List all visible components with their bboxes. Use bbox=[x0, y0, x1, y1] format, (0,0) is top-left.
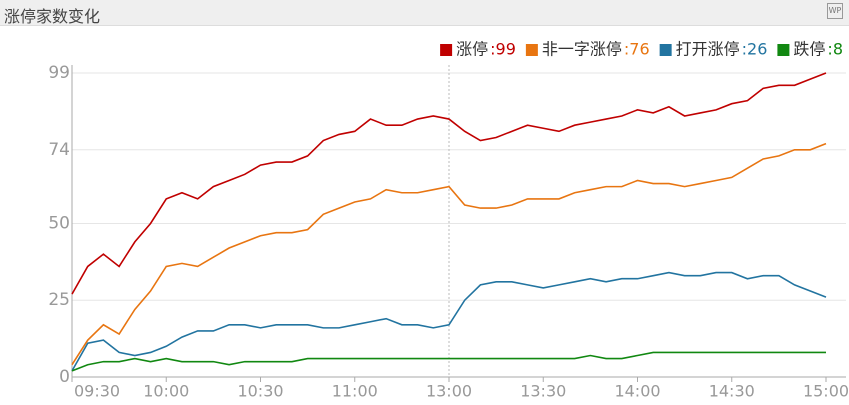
y-tick-label: 25 bbox=[48, 290, 70, 310]
series-line bbox=[71, 271, 827, 372]
x-tick-label: 13:30 bbox=[520, 382, 566, 401]
x-tick-label: 09:30 bbox=[74, 382, 120, 401]
legend-label: 非一字涨停 bbox=[542, 40, 622, 59]
legend-swatch bbox=[525, 44, 538, 56]
widget-icon[interactable]: WP bbox=[827, 3, 843, 19]
x-tick-label: 10:00 bbox=[143, 382, 189, 401]
y-tick-label: 0 bbox=[59, 367, 70, 387]
x-tick-label: 14:30 bbox=[709, 382, 755, 401]
legend-item: :8跌停 bbox=[777, 40, 843, 59]
legend-value: :76 bbox=[624, 40, 650, 59]
x-tick-label: 15:00 bbox=[803, 382, 849, 401]
x-tick-label: 11:00 bbox=[332, 382, 378, 401]
legend-swatch bbox=[659, 44, 672, 56]
legend-swatch bbox=[440, 44, 453, 56]
legend-swatch bbox=[777, 44, 790, 56]
legend-label: 涨停 bbox=[456, 40, 488, 59]
x-tick-label: 10:30 bbox=[237, 382, 283, 401]
series-line bbox=[71, 142, 827, 366]
legend-value: :8 bbox=[827, 40, 843, 59]
x-tick-label: 14:00 bbox=[614, 382, 660, 401]
y-tick-label: 50 bbox=[48, 213, 70, 233]
header: 涨停家数变化 WP bbox=[0, 0, 849, 26]
series-line bbox=[71, 72, 827, 295]
chart-title: 涨停家数变化 bbox=[4, 7, 101, 26]
series-line bbox=[71, 351, 826, 372]
legend-value: :99 bbox=[490, 40, 516, 59]
legend-label: 跌停 bbox=[793, 40, 825, 59]
legend-label: 打开涨停 bbox=[676, 40, 740, 59]
y-tick-label: 99 bbox=[48, 63, 70, 83]
legend-value: :26 bbox=[742, 40, 768, 59]
x-tick-label: 13:00 bbox=[426, 382, 472, 401]
y-tick-label: 74 bbox=[48, 140, 70, 160]
